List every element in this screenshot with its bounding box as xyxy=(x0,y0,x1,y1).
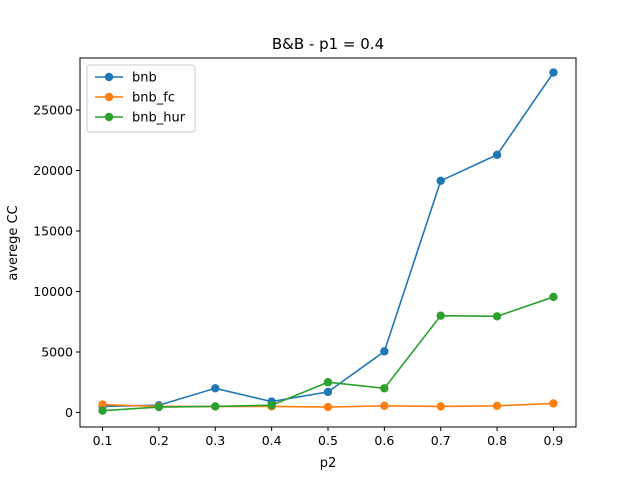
legend-entry-bnb_fc: bnb_fc xyxy=(95,91,175,106)
y-axis-title: averege CC xyxy=(6,205,21,280)
data-point-bnb_hur xyxy=(211,402,220,411)
data-point-bnb_fc xyxy=(380,401,389,411)
data-point-bnb xyxy=(549,68,558,77)
data-point-bnb_hur xyxy=(323,378,333,387)
y-tick-label: 25000 xyxy=(33,103,73,118)
legend-marker xyxy=(104,112,114,122)
data-point-bnb_fc xyxy=(323,402,333,412)
x-tick-label: 0.2 xyxy=(149,433,169,448)
data-point-bnb_fc xyxy=(549,399,558,408)
x-tick-label: 0.8 xyxy=(487,433,507,448)
data-point-bnb_fc xyxy=(492,401,502,411)
legend-box xyxy=(86,64,196,133)
legend-label: bnb xyxy=(132,71,157,86)
x-tick-label: 0.6 xyxy=(374,433,394,448)
data-point-bnb_fc xyxy=(98,400,107,409)
data-point-bnb xyxy=(323,387,333,397)
legend-entry-bnb_hur: bnb_hur xyxy=(95,111,186,126)
y-tick-label: 15000 xyxy=(33,224,73,239)
series-bnb xyxy=(98,68,558,411)
series-bnb_fc xyxy=(98,399,558,412)
x-tick-label: 0.7 xyxy=(431,433,451,448)
x-tick-label: 0.5 xyxy=(318,433,338,448)
data-point-bnb_hur xyxy=(492,312,502,321)
legend-entry-bnb: bnb xyxy=(95,71,157,86)
data-point-bnb_hur xyxy=(267,401,276,410)
x-axis-title: p2 xyxy=(320,456,337,471)
chart-title: B&B - p1 = 0.4 xyxy=(272,35,384,53)
data-point-bnb xyxy=(492,150,502,159)
y-tick-label: 20000 xyxy=(33,163,73,178)
legend-label: bnb_hur xyxy=(132,111,186,126)
data-point-bnb xyxy=(211,384,220,393)
data-point-bnb_hur xyxy=(549,292,558,302)
y-tick-label: 10000 xyxy=(33,284,73,299)
legend-marker xyxy=(104,92,114,102)
y-tick-label: 0 xyxy=(65,405,73,420)
legend-marker xyxy=(104,72,114,82)
legend: bnb bnb_fc bnb_hur xyxy=(86,64,196,133)
data-point-bnb xyxy=(380,347,389,356)
data-point-bnb xyxy=(436,176,445,185)
data-point-bnb_hur xyxy=(98,406,107,415)
data-point-bnb_hur xyxy=(436,311,445,320)
data-point-bnb_hur xyxy=(154,402,164,412)
legend-label: bnb_fc xyxy=(132,91,175,106)
x-tick-label: 0.3 xyxy=(205,433,225,448)
x-tick-label: 0.1 xyxy=(93,433,113,448)
series-bnb_hur xyxy=(98,292,558,415)
data-point-bnb_fc xyxy=(436,402,445,411)
y-tick-label: 5000 xyxy=(41,344,73,359)
x-tick-label: 0.4 xyxy=(262,433,282,448)
data-point-bnb_hur xyxy=(380,384,389,393)
x-tick-label: 0.9 xyxy=(544,433,564,448)
